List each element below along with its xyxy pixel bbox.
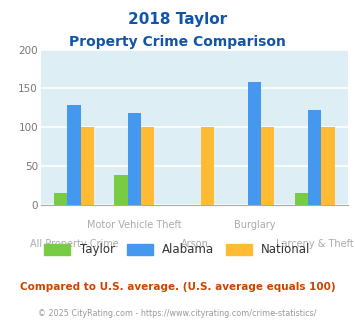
Bar	[248, 82, 261, 205]
Text: Larceny & Theft: Larceny & Theft	[276, 239, 354, 249]
Text: 2018 Taylor: 2018 Taylor	[128, 12, 227, 26]
Text: Compared to U.S. average. (U.S. average equals 100): Compared to U.S. average. (U.S. average …	[20, 282, 335, 292]
Text: © 2025 CityRating.com - https://www.cityrating.com/crime-statistics/: © 2025 CityRating.com - https://www.city…	[38, 309, 317, 317]
Bar	[81, 127, 94, 205]
Bar	[114, 175, 127, 205]
Bar	[67, 105, 81, 205]
Bar	[54, 193, 67, 205]
Bar	[261, 127, 274, 205]
Bar	[308, 110, 321, 205]
Text: Arson: Arson	[180, 239, 208, 249]
Bar	[321, 127, 335, 205]
Text: Motor Vehicle Theft: Motor Vehicle Theft	[87, 220, 181, 230]
Text: Burglary: Burglary	[234, 220, 275, 230]
Bar	[295, 193, 308, 205]
Bar	[141, 127, 154, 205]
Legend: Taylor, Alabama, National: Taylor, Alabama, National	[40, 239, 315, 261]
Text: Property Crime Comparison: Property Crime Comparison	[69, 35, 286, 49]
Text: All Property Crime: All Property Crime	[29, 239, 118, 249]
Bar	[127, 113, 141, 205]
Bar	[201, 127, 214, 205]
